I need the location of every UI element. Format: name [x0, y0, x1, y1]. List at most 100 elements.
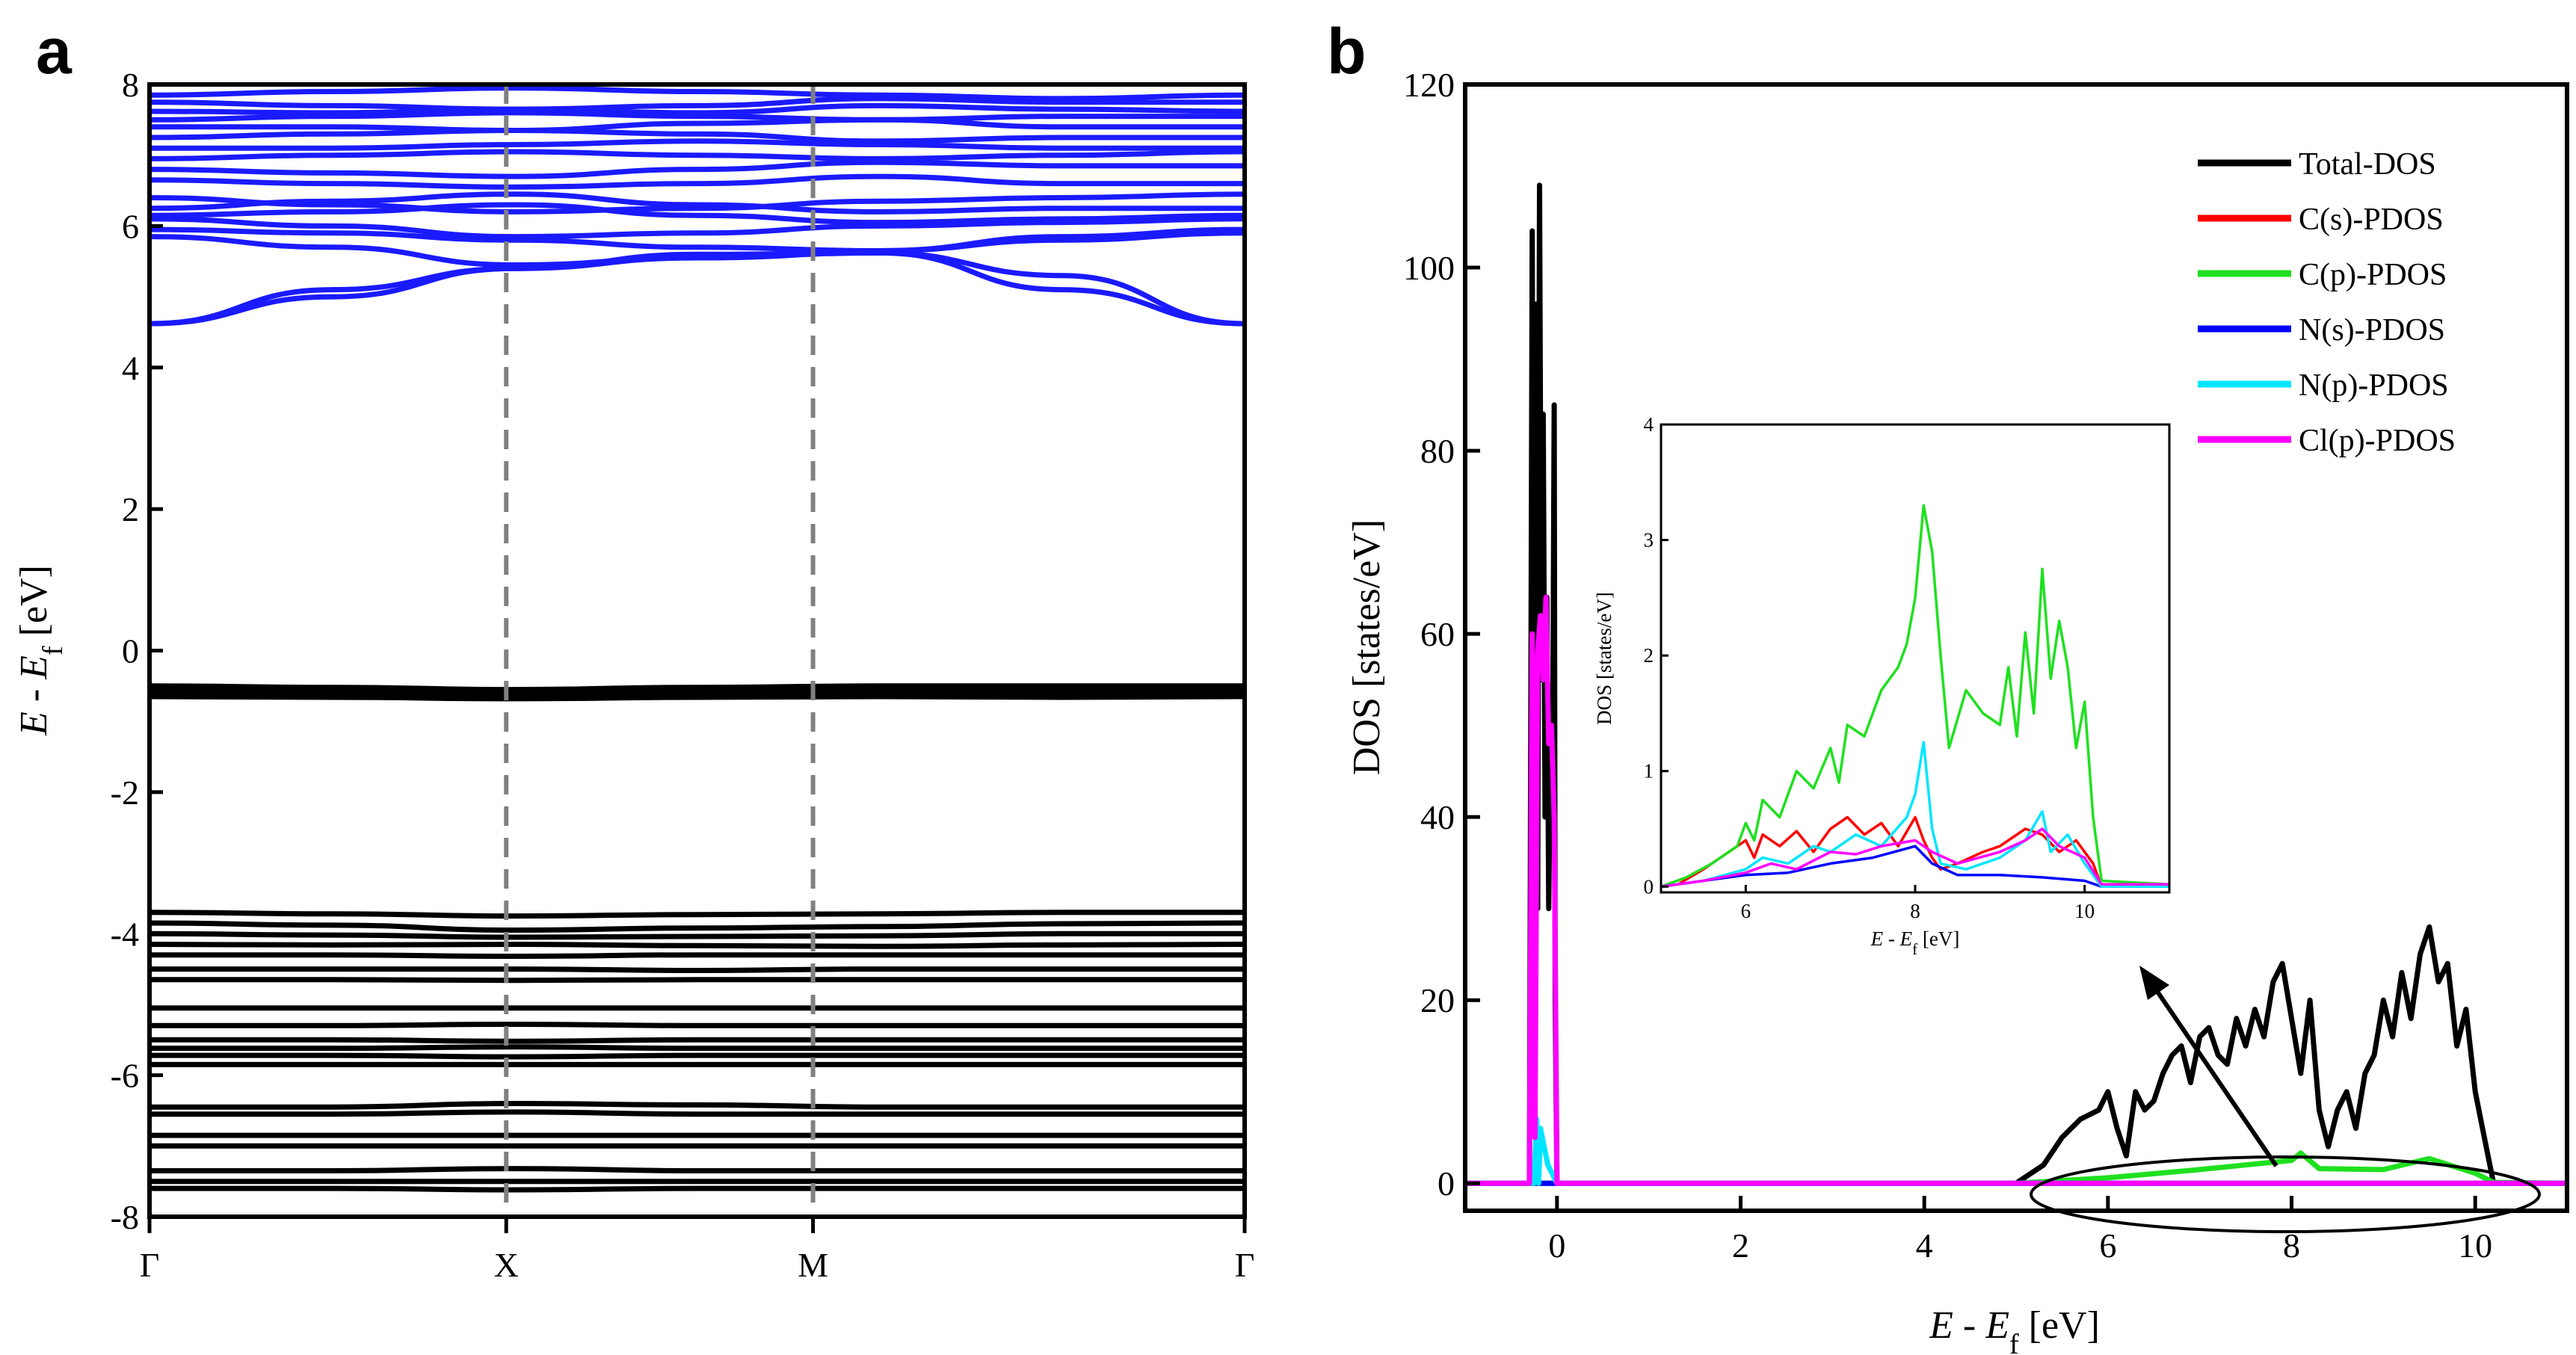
conduction-band-7: [149, 191, 1245, 214]
valence-band-6: [149, 930, 1245, 940]
dos-series-Cl(p)-PDOS: [1465, 594, 2567, 1186]
x-tick-label-b-2: 4: [1916, 1226, 1933, 1265]
y-tick-label-a-6: 4: [122, 349, 139, 387]
valence-band-23: [149, 1185, 1245, 1193]
inset-x-label: E - Ef [eV]: [1870, 927, 1960, 958]
valence-band-3: [149, 694, 1245, 702]
x-tick-label-b-4: 8: [2283, 1226, 2300, 1265]
band-structure-panel: -8 -6 -4 -2 0 2 4 6 8 Γ X M Γ E - Ef [eV]: [13, 66, 1254, 1284]
y-tick-label-b-4: 80: [1420, 432, 1455, 470]
high-symmetry-lines: [504, 84, 816, 1217]
valence-band-5: [149, 920, 1245, 933]
conduction-band-5: [149, 202, 1245, 226]
band-lines: [149, 85, 1245, 1193]
x-tick-label-b-3: 6: [2099, 1226, 2116, 1265]
valence-band-15: [150, 1052, 1245, 1060]
y-tick-label-b-1: 20: [1420, 981, 1455, 1019]
valence-band-21: [150, 1166, 1245, 1173]
inset-y-tick-label-3: 3: [1644, 529, 1654, 552]
y-tick-label-b-0: 0: [1438, 1164, 1455, 1203]
conduction-band-4: [149, 216, 1245, 240]
valence-band-7: [149, 941, 1245, 949]
valence-band-14: [150, 1044, 1245, 1052]
legend-label-4: N(p)-PDOS: [2299, 368, 2449, 403]
conduction-band-8: [149, 173, 1245, 190]
conduction-band-3: [149, 226, 1245, 254]
legend-label-5: Cl(p)-PDOS: [2299, 424, 2456, 458]
y-tick-label-b-5: 100: [1403, 249, 1455, 287]
x-axis-ticks-b: 0 2 4 6 8 10: [1548, 1196, 2492, 1265]
y-tick-label-a-5: 2: [122, 490, 139, 528]
zoom-arrow-head: [2139, 966, 2169, 1000]
valence-band-9: [150, 966, 1245, 974]
inset-y-tick-label-1: 1: [1644, 760, 1654, 783]
conduction-band-10: [149, 149, 1245, 161]
inset-y-tick-label-4: 4: [1644, 413, 1654, 436]
k-point-label-0: Γ: [140, 1246, 160, 1284]
dos-series-C(p)-PDOS: [1465, 1150, 2567, 1186]
valence-band-13: [150, 1037, 1245, 1044]
legend-label-1: C(s)-PDOS: [2299, 203, 2444, 237]
legend-label-3: N(s)-PDOS: [2299, 313, 2445, 348]
inset-series-Cl(p)-PDOS: [1661, 827, 2169, 889]
inset-series-C(p)-PDOS: [1661, 504, 2169, 888]
inset-y-label: DOS [states/eV]: [1593, 592, 1615, 725]
panel-label-a: a: [36, 16, 73, 87]
legend: Total-DOS C(s)-PDOS C(p)-PDOS N(s)-PDOS N(p)…: [2198, 147, 2456, 458]
zoom-arrow: [2151, 984, 2278, 1167]
legend-label-2: C(p)-PDOS: [2299, 258, 2447, 292]
y-tick-label-b-2: 40: [1420, 798, 1455, 836]
conduction-band-11: [150, 138, 1245, 151]
y-tick-label-a-0: -8: [111, 1198, 139, 1236]
panel-label-b: b: [1327, 16, 1366, 87]
x-axis-label-b: E - Ef [eV]: [1929, 1304, 2100, 1355]
valence-band-8: [150, 952, 1245, 960]
inset-series: [1661, 504, 2169, 889]
conduction-band-2: [149, 230, 1245, 268]
x-tick-label-b-1: 2: [1732, 1226, 1749, 1265]
y-axis-label-b: DOS [states/eV]: [1346, 519, 1388, 775]
valence-band-10: [150, 977, 1245, 984]
y-tick-label-a-7: 6: [122, 207, 139, 245]
conduction-band-6: [149, 191, 1245, 214]
y-tick-label-a-2: -4: [111, 915, 139, 953]
y-tick-label-a-4: 0: [122, 632, 139, 670]
valence-band-18: [150, 1109, 1245, 1117]
k-point-label-2: M: [798, 1246, 828, 1284]
dos-series-N(p)-PDOS: [1465, 1117, 2567, 1186]
inset-x-tick-label-0: 6: [1741, 900, 1751, 922]
inset-plot: 6 8 10 0 1 2 3 4 E - Ef [eV] DOS [states/eV]: [1593, 413, 2171, 958]
dos-series-Total-DOS: [1465, 182, 2567, 1186]
conduction-band-14: [149, 110, 1245, 123]
y-tick-label-a-3: -2: [111, 774, 139, 812]
y-tick-label-b-3: 60: [1420, 615, 1455, 653]
conduction-band-15: [149, 102, 1245, 116]
inset-y-tick-label-2: 2: [1644, 644, 1654, 667]
inset-y-tick-label-0: 0: [1644, 875, 1654, 898]
conduction-band-12: [149, 127, 1245, 144]
inset-series-N(s)-PDOS: [1661, 845, 2169, 889]
zoom-ellipse: [2030, 1155, 2541, 1233]
conduction-band-1: [149, 250, 1245, 327]
x-tick-label-b-5: 10: [2458, 1226, 2492, 1265]
inset-x-tick-label-2: 10: [2074, 900, 2095, 922]
plot-frame-b: [1463, 82, 2569, 1213]
y-tick-label-a-8: 8: [122, 66, 139, 104]
y-tick-label-a-1: -6: [111, 1057, 139, 1095]
valence-band-1: [150, 687, 1245, 694]
valence-band-12: [150, 1021, 1245, 1028]
inset-series-N(p)-PDOS: [1661, 741, 2169, 889]
y-axis-ticks-a: -8 -6 -4 -2 0 2 4 6 8: [111, 66, 163, 1236]
legend-label-0: Total-DOS: [2299, 147, 2436, 182]
x-tick-label-b-0: 0: [1548, 1226, 1565, 1265]
conduction-band-17: [149, 85, 1245, 102]
y-axis-label-a: E - Ef [eV]: [13, 565, 69, 736]
valence-band-17: [150, 1100, 1245, 1110]
valence-band-2: [149, 690, 1245, 697]
inset-x-tick-label-1: 8: [1910, 900, 1920, 922]
inset-background: [1661, 425, 2169, 892]
dos-series: [1465, 182, 2567, 1186]
conduction-band-9: [149, 159, 1245, 179]
